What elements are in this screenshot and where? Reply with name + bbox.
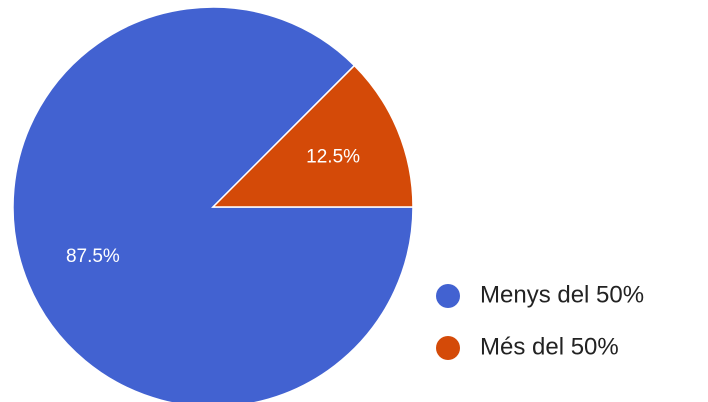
slice-label: 87.5% [66,246,120,267]
legend-swatch [436,284,460,308]
slice-label: 12.5% [306,146,360,167]
pie-slice [12,6,414,402]
legend-label: Menys del 50% [480,281,644,308]
pie-slice [211,64,414,208]
legend-swatch [436,336,460,360]
legend-label: Més del 50% [480,333,619,360]
